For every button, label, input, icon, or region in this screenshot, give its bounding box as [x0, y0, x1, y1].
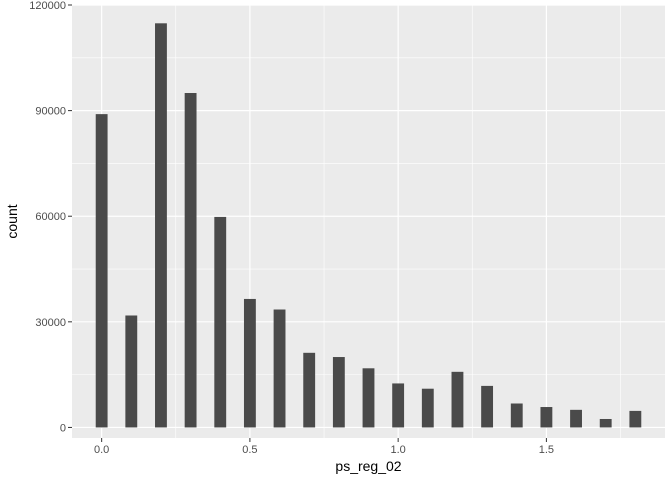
y-tick-label: 120000	[29, 0, 66, 12]
bar	[362, 368, 375, 428]
y-tick-label: 90000	[35, 106, 66, 118]
y-axis: 0 30000 60000 90000 120000	[29, 0, 72, 434]
x-axis-title: ps_reg_02	[335, 458, 401, 474]
plot-panel	[72, 5, 665, 438]
bar	[125, 315, 138, 428]
bar	[243, 298, 256, 428]
x-tick-label: 1.0	[391, 444, 406, 456]
x-tick-label: 0.5	[242, 444, 257, 456]
bar	[214, 216, 227, 428]
y-tick-label: 30000	[35, 317, 66, 329]
y-tick-label: 0	[60, 422, 66, 434]
bar	[155, 23, 167, 428]
bar	[95, 114, 108, 428]
x-tick-label: 1.5	[539, 444, 554, 456]
bar	[481, 385, 494, 428]
bar	[332, 357, 345, 428]
bar	[392, 383, 405, 428]
bar	[629, 410, 642, 428]
bar	[421, 388, 434, 428]
bar	[451, 371, 464, 428]
bar	[540, 407, 553, 428]
x-tick-label: 0.0	[94, 444, 109, 456]
minor-gridlines	[72, 5, 665, 438]
bar	[303, 352, 316, 428]
y-axis-title: count	[4, 204, 20, 238]
bar	[599, 418, 612, 428]
bar	[273, 309, 286, 428]
bars	[95, 23, 642, 428]
bar	[510, 403, 523, 428]
bar	[570, 409, 582, 428]
bar	[184, 93, 197, 428]
y-tick-label: 60000	[35, 211, 66, 223]
x-axis: 0.0 0.5 1.0 1.5	[94, 438, 554, 456]
